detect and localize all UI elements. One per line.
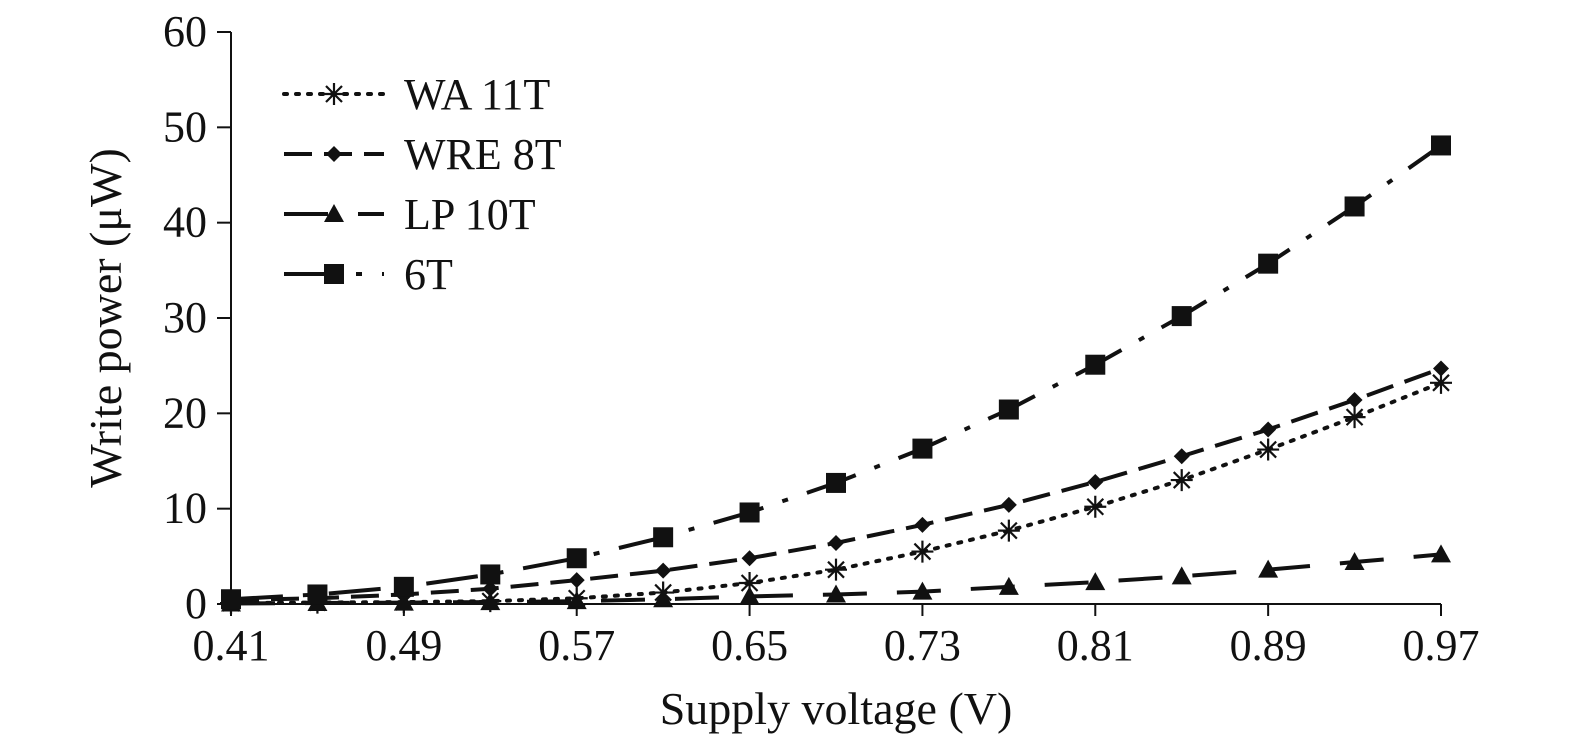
data-point — [911, 540, 934, 563]
data-point — [1085, 572, 1106, 591]
data-point — [653, 589, 674, 608]
data-point — [1430, 371, 1452, 394]
x-tick-label: 0.57 — [538, 621, 615, 670]
data-point — [1087, 473, 1104, 490]
data-point — [482, 580, 499, 597]
y-tick-label: 0 — [185, 579, 207, 628]
data-point — [1085, 354, 1106, 375]
data-point — [653, 527, 674, 548]
data-point — [1260, 421, 1277, 438]
data-point — [1171, 306, 1192, 327]
data-point — [1173, 448, 1190, 465]
axes: 0 10 20 30 40 50 60 0.41 0.49 0.57 0.65 0.73 0.81 0.8… — [163, 7, 1480, 670]
y-tick-label: 50 — [163, 102, 207, 151]
series-6t — [221, 135, 1451, 610]
data-point — [1346, 391, 1363, 408]
y-tick-label: 60 — [163, 7, 207, 56]
data-point — [998, 576, 1019, 595]
data-point — [1344, 552, 1365, 571]
data-point — [307, 584, 328, 605]
legend-marker — [326, 146, 342, 162]
legend-item: WRE 8T — [284, 130, 562, 179]
data-point — [912, 581, 933, 600]
y-tick-label: 40 — [163, 198, 207, 247]
data-point — [739, 586, 760, 605]
y-tick-label: 10 — [163, 484, 207, 533]
data-point — [1170, 469, 1193, 492]
data-point — [741, 550, 758, 567]
data-point — [566, 591, 587, 610]
data-point — [738, 572, 761, 595]
data-point — [739, 502, 760, 523]
data-point — [393, 576, 414, 597]
data-point — [1431, 135, 1451, 156]
data-point — [826, 584, 846, 603]
data-point — [1258, 559, 1279, 578]
data-point — [825, 558, 847, 581]
legend-label: WA 11T — [404, 70, 550, 119]
legend-marker — [324, 264, 344, 284]
data-point — [998, 399, 1019, 420]
legend-marker — [323, 83, 345, 105]
legend-item: LP 10T — [284, 190, 536, 239]
data-point — [828, 534, 844, 551]
data-point — [221, 589, 241, 610]
data-point — [655, 562, 672, 579]
data-point — [1344, 196, 1365, 217]
data-point — [1431, 544, 1451, 563]
legend-label: WRE 8T — [404, 130, 562, 179]
x-axis-title: Supply voltage (V) — [660, 683, 1013, 734]
legend-item: WA 11T — [282, 70, 550, 119]
legend-label: LP 10T — [404, 190, 536, 239]
data-point — [393, 592, 414, 611]
data-point — [997, 519, 1020, 542]
data-point — [566, 548, 587, 569]
data-point — [1343, 406, 1366, 429]
data-point — [914, 516, 931, 533]
y-tick-label: 20 — [163, 388, 207, 437]
x-tick-label: 0.81 — [1057, 621, 1134, 670]
legend-label: 6T — [404, 250, 453, 299]
data-point — [912, 438, 933, 459]
legend: WA 11T WRE 8T LP 10T 6T — [282, 70, 562, 299]
legend-item: 6T — [284, 250, 453, 299]
x-tick-label: 0.41 — [193, 621, 270, 670]
data-point — [1171, 566, 1192, 585]
x-tick-label: 0.73 — [884, 621, 961, 670]
data-point — [1257, 438, 1280, 461]
y-tick-label: 30 — [163, 293, 207, 342]
data-point — [1084, 495, 1107, 518]
data-point — [480, 564, 501, 585]
data-point — [1000, 496, 1017, 513]
data-point — [1433, 360, 1449, 377]
y-axis-title: Write power (μW) — [80, 148, 131, 488]
data-point — [568, 572, 585, 589]
x-tick-label: 0.65 — [711, 621, 788, 670]
series-layer — [220, 135, 1452, 615]
legend-marker — [324, 204, 344, 222]
data-point — [480, 592, 501, 611]
x-tick-label: 0.49 — [365, 621, 442, 670]
data-point — [826, 472, 846, 493]
data-point — [1258, 253, 1279, 274]
x-tick-label: 0.89 — [1230, 621, 1307, 670]
x-tick-label: 0.97 — [1403, 621, 1480, 670]
